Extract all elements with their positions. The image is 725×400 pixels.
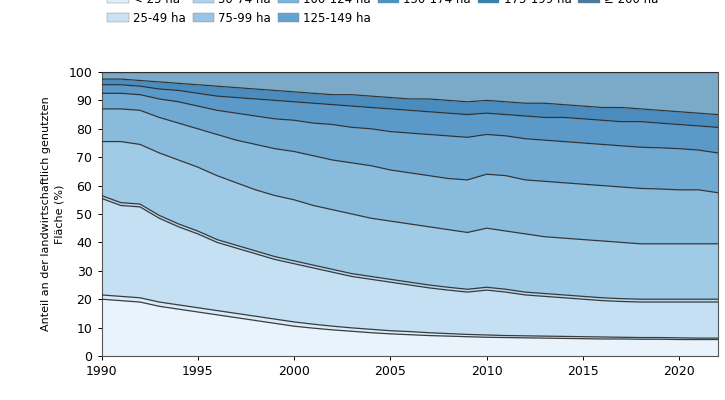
Legend: < 25 ha, 25-49 ha, 50-74 ha, 75-99 ha, 100-124 ha, 125-149 ha, 150-174 ha, 175-1: < 25 ha, 25-49 ha, 50-74 ha, 75-99 ha, 1… (107, 0, 658, 25)
Y-axis label: Anteil an der landwirtschaftlich genutzten
Fläche (%): Anteil an der landwirtschaftlich genutzt… (41, 97, 65, 331)
